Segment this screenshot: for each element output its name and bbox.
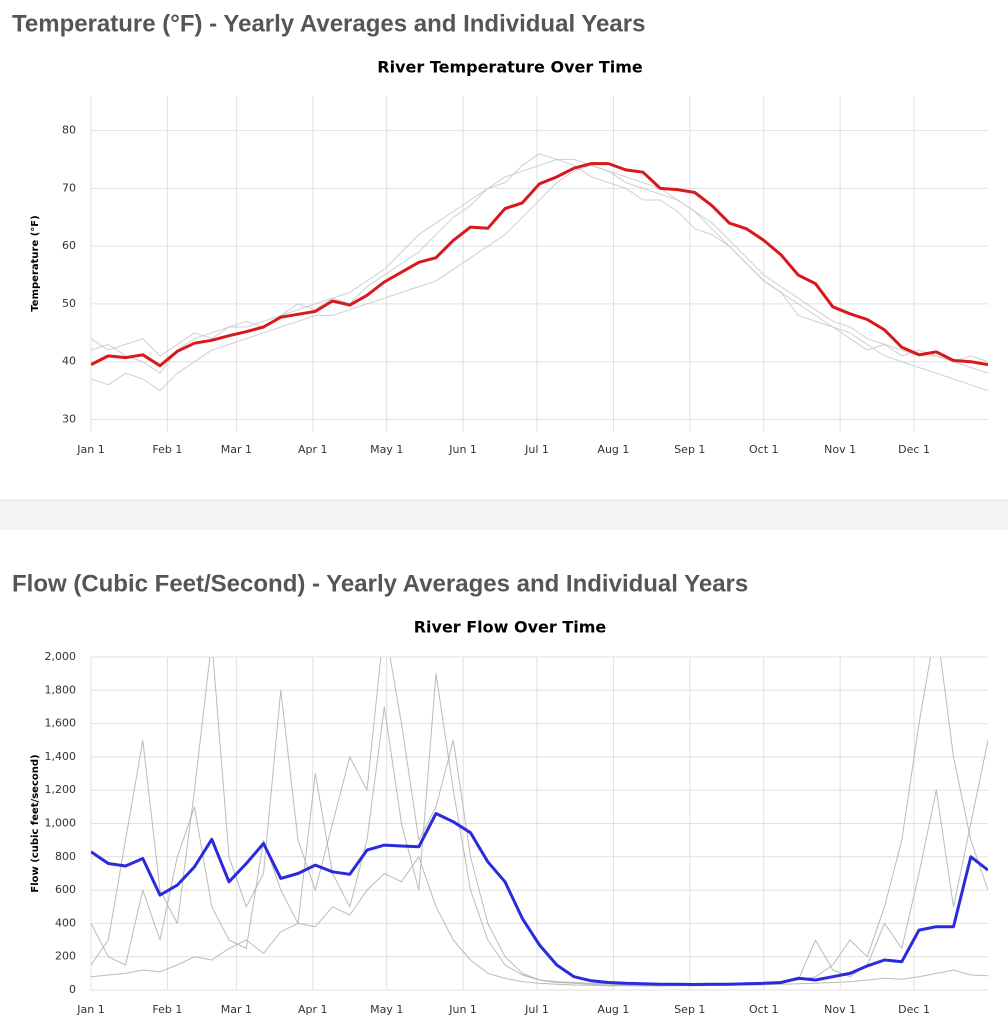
- y-tick-label: 400: [55, 916, 76, 929]
- x-tick-label: Aug 1: [597, 1003, 629, 1016]
- y-tick-label: 50: [62, 297, 76, 310]
- y-tick-label: 1,400: [45, 750, 77, 763]
- plot-lines: [91, 657, 988, 987]
- y-tick-label: 80: [62, 124, 76, 137]
- x-tick-label: Feb 1: [152, 443, 182, 456]
- y-tick-label: 60: [62, 239, 76, 252]
- year-line: [91, 673, 988, 985]
- x-tick-label: Mar 1: [221, 443, 252, 456]
- x-tick-label: May 1: [370, 443, 403, 456]
- y-tick-label: 1,000: [45, 817, 77, 830]
- average-line: [91, 162, 988, 368]
- x-tick-label: Jun 1: [448, 443, 477, 456]
- chart-title: River Flow Over Time: [414, 618, 607, 637]
- section-heading: Flow (Cubic Feet/Second) - Yearly Averag…: [12, 570, 748, 597]
- year-line: [91, 657, 988, 986]
- plot-lines: [91, 153, 988, 392]
- x-tick-label: Oct 1: [749, 1003, 779, 1016]
- average-line: [91, 812, 988, 986]
- y-tick-label: 30: [62, 412, 76, 425]
- x-tick-label: Feb 1: [152, 1003, 182, 1016]
- y-tick-label: 40: [62, 355, 76, 368]
- x-tick-label: Nov 1: [824, 1003, 856, 1016]
- year-line: [91, 856, 988, 987]
- y-tick-label: 200: [55, 950, 76, 963]
- year-line: [91, 164, 988, 392]
- x-tick-label: Apr 1: [298, 443, 328, 456]
- x-tick-label: May 1: [370, 1003, 403, 1016]
- year-line: [91, 153, 988, 363]
- y-axis-label: Flow (cubic feet/second): [30, 754, 41, 892]
- x-tick-label: Jun 1: [448, 1003, 477, 1016]
- x-tick-label: Sep 1: [674, 1003, 705, 1016]
- x-tick-label: Dec 1: [898, 1003, 930, 1016]
- x-tick-label: Nov 1: [824, 443, 856, 456]
- x-tick-label: Jan 1: [76, 1003, 104, 1016]
- divider: [0, 500, 1008, 530]
- y-tick-label: 800: [55, 850, 76, 863]
- x-tick-label: Jul 1: [524, 1003, 549, 1016]
- section-heading: Temperature (°F) - Yearly Averages and I…: [12, 10, 645, 37]
- y-tick-label: 2,000: [45, 650, 77, 663]
- y-tick-label: 1,600: [45, 717, 77, 730]
- y-tick-label: 70: [62, 181, 76, 194]
- y-tick-label: 1,800: [45, 683, 77, 696]
- chart-title: River Temperature Over Time: [377, 58, 643, 77]
- x-tick-label: Oct 1: [749, 443, 779, 456]
- y-tick-label: 1,200: [45, 783, 77, 796]
- x-tick-label: Dec 1: [898, 443, 930, 456]
- year-line: [91, 159, 988, 374]
- y-tick-label: 0: [69, 983, 76, 996]
- x-tick-label: Aug 1: [597, 443, 629, 456]
- x-tick-label: Jan 1: [76, 443, 104, 456]
- x-tick-label: Apr 1: [298, 1003, 328, 1016]
- y-axis-label: Temperature (°F): [30, 215, 41, 311]
- y-tick-label: 600: [55, 883, 76, 896]
- x-tick-label: Mar 1: [221, 1003, 252, 1016]
- x-tick-label: Jul 1: [524, 443, 549, 456]
- x-tick-label: Sep 1: [674, 443, 705, 456]
